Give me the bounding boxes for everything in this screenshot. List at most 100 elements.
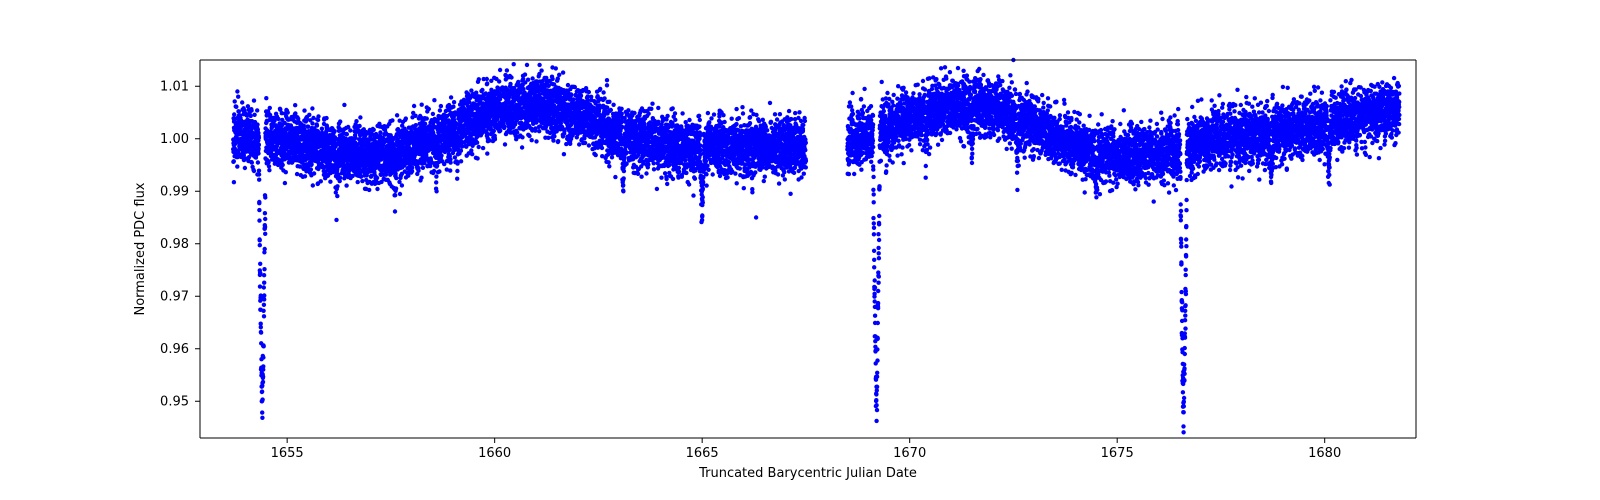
scatter-point	[497, 79, 501, 83]
scatter-point	[432, 169, 436, 173]
scatter-point	[375, 176, 379, 180]
scatter-point	[354, 119, 358, 123]
scatter-point	[268, 106, 272, 110]
scatter-point	[601, 90, 605, 94]
scatter-point	[345, 132, 349, 136]
scatter-point	[556, 139, 560, 143]
scatter-point	[587, 90, 591, 94]
scatter-point	[348, 128, 352, 132]
scatter-point	[561, 70, 565, 74]
scatter-point	[451, 105, 455, 109]
scatter-point	[644, 171, 648, 175]
scatter-point	[262, 303, 266, 307]
scatter-point	[232, 180, 236, 184]
scatter-point	[550, 77, 554, 81]
scatter-point	[342, 103, 346, 107]
scatter-point	[309, 162, 313, 166]
scatter-point	[432, 98, 436, 102]
scatter-point	[493, 137, 497, 141]
scatter-point	[257, 218, 261, 222]
chart-svg: 165516601665167016751680 0.950.960.970.9…	[0, 0, 1600, 500]
scatter-point	[539, 68, 543, 72]
scatter-point	[393, 209, 397, 213]
scatter-point	[262, 267, 266, 271]
scatter-point	[512, 62, 516, 66]
scatter-point	[360, 179, 364, 183]
scatter-point	[583, 141, 587, 145]
scatter-point	[249, 114, 253, 118]
scatter-point	[320, 127, 324, 131]
scatter-point	[416, 166, 420, 170]
scatter-point	[525, 63, 529, 67]
scatter-point	[257, 200, 261, 204]
scatter-point	[276, 117, 280, 121]
scatter-point	[257, 142, 261, 146]
scatter-point	[281, 163, 285, 167]
scatter-point	[319, 179, 323, 183]
scatter-point	[439, 153, 443, 157]
scatter-point	[455, 177, 459, 181]
scatter-point	[283, 181, 287, 185]
scatter-point	[261, 309, 265, 313]
scatter-point	[267, 168, 271, 172]
scatter-point	[537, 129, 541, 133]
scatter-point	[261, 380, 265, 384]
scatter-point	[263, 247, 267, 251]
scatter-point	[262, 285, 266, 289]
scatter-point	[625, 150, 629, 154]
scatter-point	[232, 159, 236, 163]
scatter-point	[621, 183, 625, 187]
scatter-point	[390, 118, 394, 122]
scatter-point	[481, 146, 485, 150]
scatter-point	[452, 100, 456, 104]
scatter-point	[262, 344, 266, 348]
scatter-point	[335, 194, 339, 198]
scatter-point	[579, 94, 583, 98]
scatter-point	[594, 153, 598, 157]
scatter-point	[619, 107, 623, 111]
scatter-point	[412, 104, 416, 108]
scatter-point	[252, 113, 256, 117]
scatter-point	[378, 130, 382, 134]
scatter-point	[258, 284, 262, 288]
scatter-point	[622, 176, 626, 180]
scatter-point	[263, 225, 267, 229]
scatter-point	[509, 75, 513, 79]
scatter-point	[295, 172, 299, 176]
scatter-point	[311, 116, 315, 120]
scatter-point	[260, 410, 264, 414]
scatter-point	[372, 128, 376, 132]
scatter-point	[358, 115, 362, 119]
scatter-point	[259, 330, 263, 334]
scatter-point	[556, 76, 560, 80]
scatter-point	[530, 138, 534, 142]
scatter-point	[395, 113, 399, 117]
scatter-point	[520, 145, 524, 149]
scatter-point	[263, 232, 267, 236]
scatter-point	[607, 164, 611, 168]
scatter-point	[439, 104, 443, 108]
scatter-point	[434, 189, 438, 193]
scatter-point	[569, 92, 573, 96]
scatter-point	[263, 211, 267, 215]
scatter-point	[602, 96, 606, 100]
scatter-point	[312, 171, 316, 175]
scatter-point	[470, 152, 474, 156]
scatter-point	[328, 180, 332, 184]
scatter-point	[459, 159, 463, 163]
scatter-point	[505, 68, 509, 72]
scatter-point	[475, 140, 479, 144]
scatter-point	[338, 176, 342, 180]
scatter-point	[258, 271, 262, 275]
scatter-point	[257, 136, 261, 140]
scatter-point	[419, 176, 423, 180]
scatter-point	[263, 195, 267, 199]
scatter-point	[262, 281, 266, 285]
scatter-point	[475, 156, 479, 160]
scatter-point	[256, 151, 260, 155]
scatter-point	[261, 355, 265, 359]
scatter-point	[357, 124, 361, 128]
scatter-point	[261, 364, 265, 368]
scatter-point	[303, 174, 307, 178]
scatter-point	[613, 175, 617, 179]
